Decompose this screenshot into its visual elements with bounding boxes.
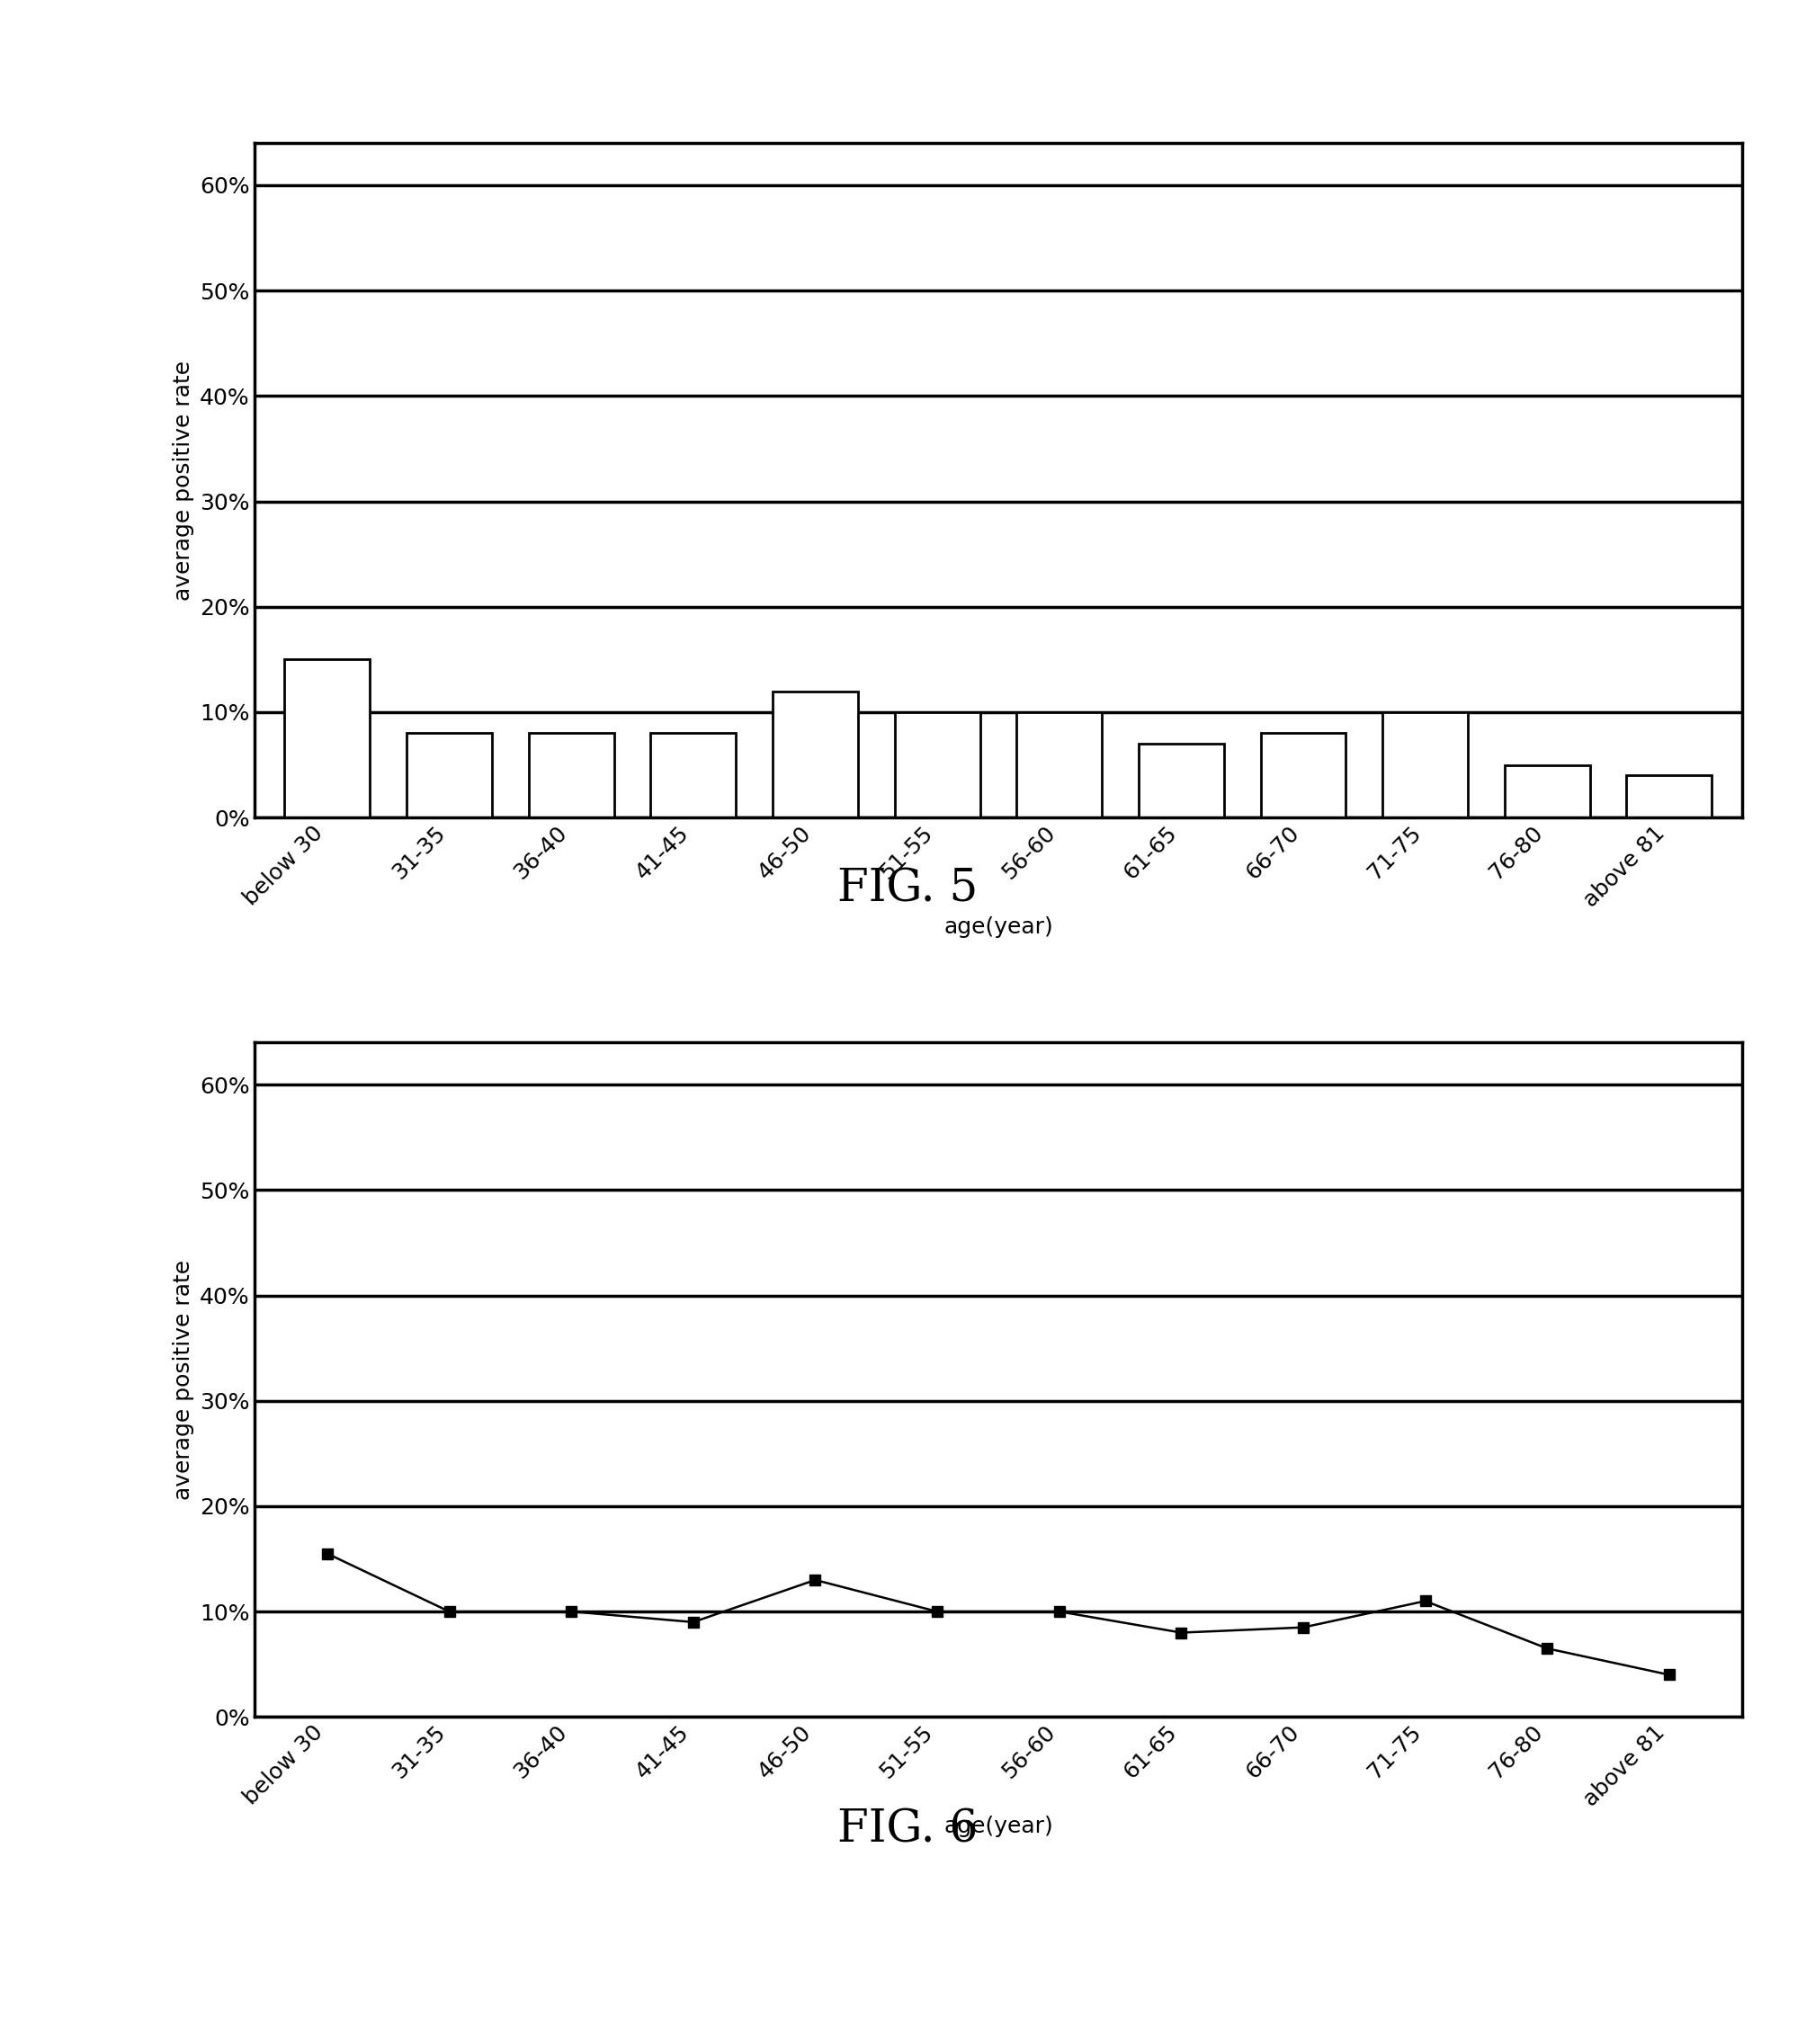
Bar xyxy=(1261,734,1347,818)
Text: FIG. 6: FIG. 6 xyxy=(837,1807,978,1852)
Bar xyxy=(407,734,492,818)
Bar xyxy=(895,711,980,818)
Bar xyxy=(1505,764,1590,818)
Bar xyxy=(1383,711,1468,818)
Bar xyxy=(285,660,370,818)
Y-axis label: average positive rate: average positive rate xyxy=(172,1259,194,1500)
Bar xyxy=(1016,711,1102,818)
Bar xyxy=(650,734,735,818)
Bar xyxy=(1138,744,1223,818)
Text: FIG. 5: FIG. 5 xyxy=(837,867,978,912)
X-axis label: age(year): age(year) xyxy=(944,916,1053,938)
Bar xyxy=(528,734,613,818)
Bar xyxy=(1626,775,1712,818)
Bar xyxy=(773,691,858,818)
Y-axis label: average positive rate: average positive rate xyxy=(172,360,194,601)
X-axis label: age(year): age(year) xyxy=(944,1815,1053,1838)
